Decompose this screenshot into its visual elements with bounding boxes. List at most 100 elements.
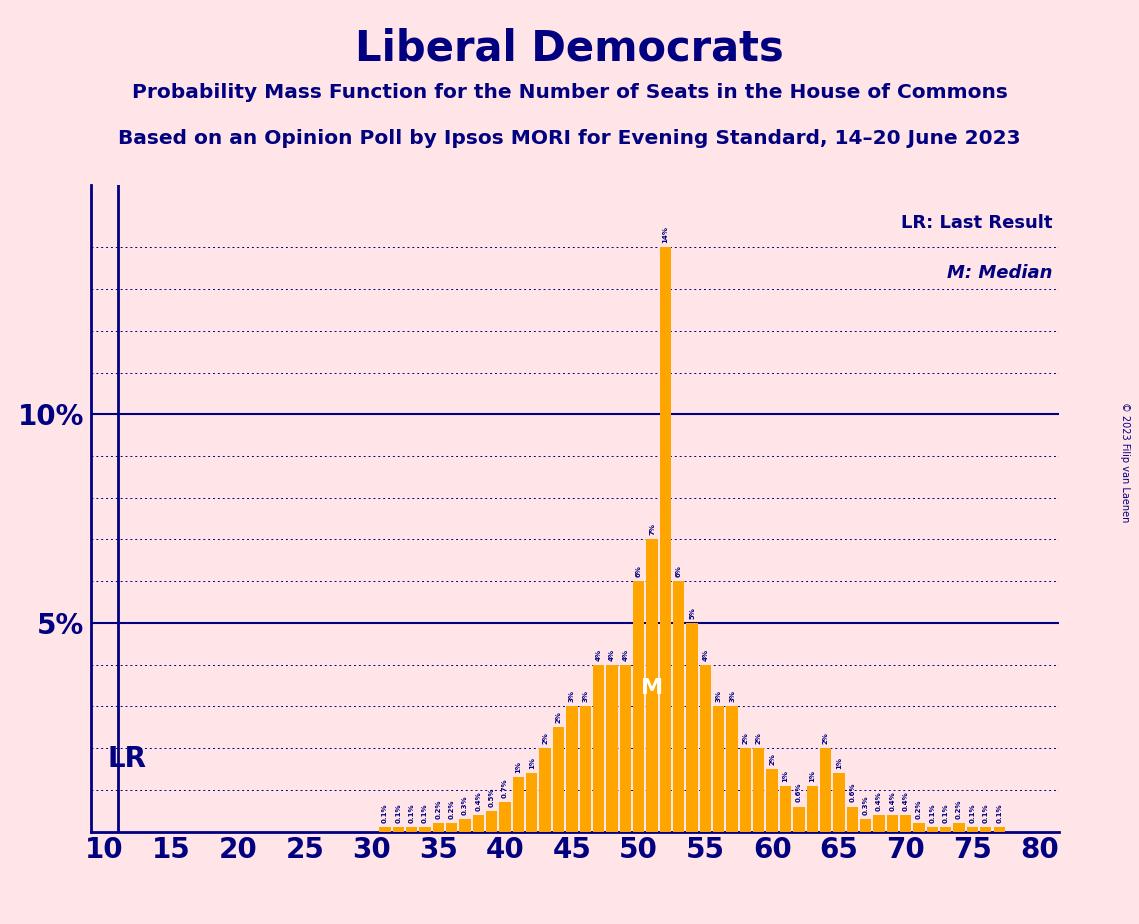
Text: LR: Last Result: LR: Last Result xyxy=(901,214,1052,232)
Text: 7%: 7% xyxy=(649,523,655,535)
Bar xyxy=(566,707,577,832)
Bar xyxy=(540,748,551,832)
Bar xyxy=(753,748,764,832)
Bar xyxy=(846,807,858,832)
Bar xyxy=(981,827,991,832)
Bar xyxy=(913,823,925,832)
Text: 0.1%: 0.1% xyxy=(409,804,415,823)
Text: 3%: 3% xyxy=(715,690,722,702)
Text: 0.3%: 0.3% xyxy=(462,796,468,815)
Text: 0.2%: 0.2% xyxy=(449,799,454,819)
Bar xyxy=(860,819,871,832)
Bar xyxy=(633,581,645,832)
Text: 4%: 4% xyxy=(609,649,615,661)
Text: 0.6%: 0.6% xyxy=(796,783,802,802)
Text: 3%: 3% xyxy=(568,690,575,702)
Bar xyxy=(793,807,804,832)
Text: Based on an Opinion Poll by Ipsos MORI for Evening Standard, 14–20 June 2023: Based on an Opinion Poll by Ipsos MORI f… xyxy=(118,129,1021,149)
Bar xyxy=(740,748,751,832)
Bar xyxy=(687,623,698,832)
Text: M: Median: M: Median xyxy=(948,264,1052,282)
Bar xyxy=(993,827,1005,832)
Text: 2%: 2% xyxy=(556,711,562,723)
Bar xyxy=(446,823,458,832)
Bar xyxy=(433,823,444,832)
Text: © 2023 Filip van Laenen: © 2023 Filip van Laenen xyxy=(1121,402,1130,522)
Text: 4%: 4% xyxy=(596,649,601,661)
Text: 2%: 2% xyxy=(756,732,762,744)
Bar xyxy=(606,664,617,832)
Bar xyxy=(593,664,604,832)
Text: 2%: 2% xyxy=(542,732,548,744)
Text: 2%: 2% xyxy=(743,732,748,744)
Text: 0.1%: 0.1% xyxy=(382,804,388,823)
Bar xyxy=(486,810,498,832)
Bar xyxy=(727,707,738,832)
Text: 1%: 1% xyxy=(809,770,816,782)
Text: 0.1%: 0.1% xyxy=(943,804,949,823)
Text: 0.2%: 0.2% xyxy=(435,799,441,819)
Bar xyxy=(699,664,711,832)
Text: 1%: 1% xyxy=(836,757,842,769)
Bar xyxy=(620,664,631,832)
Bar xyxy=(419,827,431,832)
Text: 0.4%: 0.4% xyxy=(876,791,882,810)
Bar xyxy=(927,827,939,832)
Text: 1%: 1% xyxy=(528,757,535,769)
Bar xyxy=(473,815,484,832)
Text: 0.1%: 0.1% xyxy=(997,804,1002,823)
Bar xyxy=(659,248,671,832)
Bar xyxy=(513,777,524,832)
Bar xyxy=(780,785,792,832)
Bar xyxy=(874,815,885,832)
Text: 0.1%: 0.1% xyxy=(969,804,975,823)
Bar xyxy=(405,827,417,832)
Bar xyxy=(673,581,685,832)
Text: 4%: 4% xyxy=(703,649,708,661)
Bar xyxy=(459,819,470,832)
Text: 0.1%: 0.1% xyxy=(929,804,935,823)
Bar xyxy=(953,823,965,832)
Text: 1%: 1% xyxy=(516,761,522,773)
Text: 2%: 2% xyxy=(822,732,828,744)
Text: 6%: 6% xyxy=(675,565,681,578)
Bar xyxy=(499,802,510,832)
Bar xyxy=(580,707,591,832)
Bar xyxy=(646,540,657,832)
Text: LR: LR xyxy=(107,745,146,773)
Bar xyxy=(393,827,404,832)
Text: 0.1%: 0.1% xyxy=(983,804,989,823)
Bar xyxy=(886,815,898,832)
Text: 0.6%: 0.6% xyxy=(850,783,855,802)
Text: 0.4%: 0.4% xyxy=(475,791,482,810)
Bar xyxy=(834,773,845,832)
Bar xyxy=(767,769,778,832)
Bar xyxy=(379,827,391,832)
Bar xyxy=(940,827,951,832)
Text: Probability Mass Function for the Number of Seats in the House of Commons: Probability Mass Function for the Number… xyxy=(132,83,1007,103)
Bar xyxy=(713,707,724,832)
Text: 0.1%: 0.1% xyxy=(421,804,428,823)
Text: 1%: 1% xyxy=(782,770,788,782)
Bar xyxy=(526,773,538,832)
Text: 0.2%: 0.2% xyxy=(956,799,962,819)
Text: 5%: 5% xyxy=(689,607,695,619)
Text: Liberal Democrats: Liberal Democrats xyxy=(355,28,784,69)
Text: 0.5%: 0.5% xyxy=(489,787,494,807)
Text: 0.1%: 0.1% xyxy=(395,804,401,823)
Text: 4%: 4% xyxy=(622,649,629,661)
Text: 3%: 3% xyxy=(582,690,588,702)
Bar xyxy=(967,827,978,832)
Text: 0.7%: 0.7% xyxy=(502,779,508,798)
Bar xyxy=(552,727,564,832)
Text: 6%: 6% xyxy=(636,565,641,578)
Text: 0.4%: 0.4% xyxy=(903,791,909,810)
Text: M: M xyxy=(641,678,663,698)
Text: 0.4%: 0.4% xyxy=(890,791,895,810)
Text: 0.3%: 0.3% xyxy=(862,796,869,815)
Text: 3%: 3% xyxy=(729,690,735,702)
Bar xyxy=(820,748,831,832)
Bar xyxy=(806,785,818,832)
Text: 2%: 2% xyxy=(769,753,776,765)
Text: 14%: 14% xyxy=(663,226,669,243)
